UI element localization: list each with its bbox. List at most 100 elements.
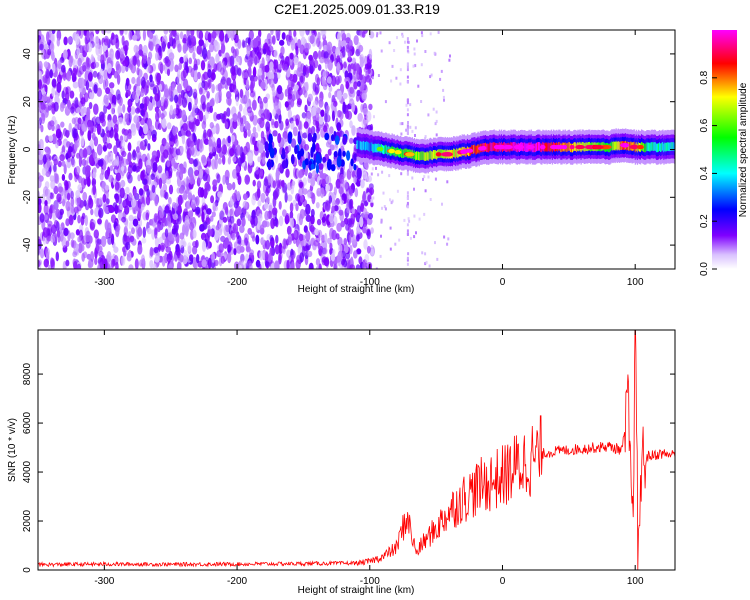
spectrogram-cell: [183, 61, 188, 70]
spectrogram-cell: [115, 37, 120, 50]
signal-core: [618, 141, 620, 151]
spectrogram-cell: [108, 204, 114, 214]
spectrogram-cell: [198, 39, 204, 47]
spectrogram-cell: [207, 32, 212, 43]
spectrogram-cell: [286, 70, 291, 78]
spectrogram-cell: [406, 124, 409, 128]
spectrogram-cell: [65, 130, 70, 139]
spectrogram-cell: [285, 118, 289, 126]
spectrogram-cell: [229, 208, 233, 216]
signal-blob: [526, 144, 535, 150]
spectrogram-cell: [274, 244, 280, 255]
spectrogram-cell: [296, 100, 302, 108]
spectrogram-cell: [45, 103, 50, 113]
spectrogram-cell: [388, 41, 391, 45]
spectrogram-cell: [271, 118, 275, 126]
signal-core: [475, 146, 477, 155]
spectrogram-cell: [192, 241, 198, 248]
spectrogram-cell: [95, 36, 99, 44]
spectrogram-cell: [375, 267, 378, 269]
x-tick-label: -200: [227, 576, 247, 587]
spectrogram-cell: [345, 110, 350, 120]
signal-core: [611, 141, 613, 151]
spectrogram-cell: [297, 150, 302, 160]
spectrogram-cell: [53, 185, 59, 195]
spectrogram-cell: [231, 65, 236, 76]
spectrogram-cell: [143, 84, 148, 96]
spectrogram-cell: [155, 111, 160, 122]
spectrogram-cell: [97, 54, 101, 62]
spectrogram-cell: [68, 55, 73, 68]
spectrogram-cell: [271, 35, 276, 45]
spectrogram-cell: [180, 89, 185, 99]
spectrogram-cell: [206, 208, 212, 215]
signal-core: [367, 141, 369, 151]
spectrogram-cell: [240, 253, 245, 263]
spectrogram-cell: [370, 244, 373, 248]
spectrogram-cell: [169, 33, 173, 45]
spectrogram-cell: [69, 232, 75, 240]
spectrogram-cell: [201, 240, 207, 252]
spectrogram-cell: [44, 200, 48, 206]
spectrogram-cell: [123, 129, 129, 136]
spectrogram-cell: [124, 30, 128, 35]
spectrogram-cell: [59, 154, 65, 162]
spectrogram-cell: [192, 51, 196, 60]
spectrogram-cell: [103, 38, 109, 46]
spectrogram-cell: [76, 263, 82, 269]
spectrogram-cell: [216, 113, 222, 120]
spectrogram-cell: [239, 122, 245, 133]
signal-core: [490, 142, 492, 152]
spectrogram-cell: [69, 142, 74, 153]
spectrogram-cell: [289, 52, 294, 60]
spectrogram-cell: [177, 194, 183, 206]
spectrogram-cell: [195, 206, 201, 215]
spectrogram-cell: [218, 227, 223, 236]
spectrogram-cell: [264, 202, 269, 210]
signal-core: [665, 143, 667, 152]
spectrogram-cell: [214, 92, 220, 104]
spectrogram-cell: [269, 61, 274, 71]
signal-core: [615, 140, 617, 150]
spectrogram-cell: [399, 82, 402, 86]
signal-core: [628, 142, 630, 151]
spectrogram-cell: [272, 130, 278, 137]
spectrogram-cell: [201, 47, 208, 60]
spectrogram-cell: [119, 30, 124, 36]
spectrogram-cell: [194, 169, 200, 176]
spectrogram-cell: [56, 37, 60, 47]
spectrogram-cell: [406, 128, 409, 132]
spectrogram-cell: [73, 59, 78, 71]
spectrogram-cell: [327, 59, 333, 71]
signal-core: [424, 152, 426, 161]
spectrogram-cell: [349, 264, 355, 269]
colorbar-ticks: 0.00.20.40.60.8: [699, 70, 717, 276]
signal-core: [612, 142, 614, 151]
spectrogram-cell: [331, 229, 337, 241]
spectrogram-cell: [178, 62, 182, 70]
spectrogram-cell: [52, 163, 57, 173]
signal-core: [362, 141, 365, 150]
spectrogram-cell: [151, 184, 156, 194]
signal-core: [473, 145, 475, 154]
spectrogram-cell: [73, 260, 78, 269]
spectrogram-cell: [256, 188, 261, 199]
spectrogram-cell: [59, 101, 65, 113]
spectrogram-cell: [328, 215, 334, 223]
spectrogram-cell: [281, 137, 286, 145]
spectrogram-cell: [292, 90, 298, 101]
spectrogram-cell: [331, 205, 335, 213]
signal-core: [374, 143, 376, 153]
spectrogram-cell: [189, 254, 194, 262]
spectrogram-cell: [194, 119, 200, 127]
spectrogram-cell: [337, 127, 342, 138]
spectrogram-cell: [312, 141, 316, 153]
spectrogram-cell: [326, 158, 332, 171]
spectrogram-cell: [259, 250, 264, 261]
snr-x-ticks: -300 -200 -100 0 100: [94, 330, 644, 587]
spectrogram-cell: [220, 76, 226, 85]
snr-line: [38, 330, 675, 570]
signal-blob: [594, 144, 604, 150]
spectrogram-cell: [90, 208, 94, 216]
